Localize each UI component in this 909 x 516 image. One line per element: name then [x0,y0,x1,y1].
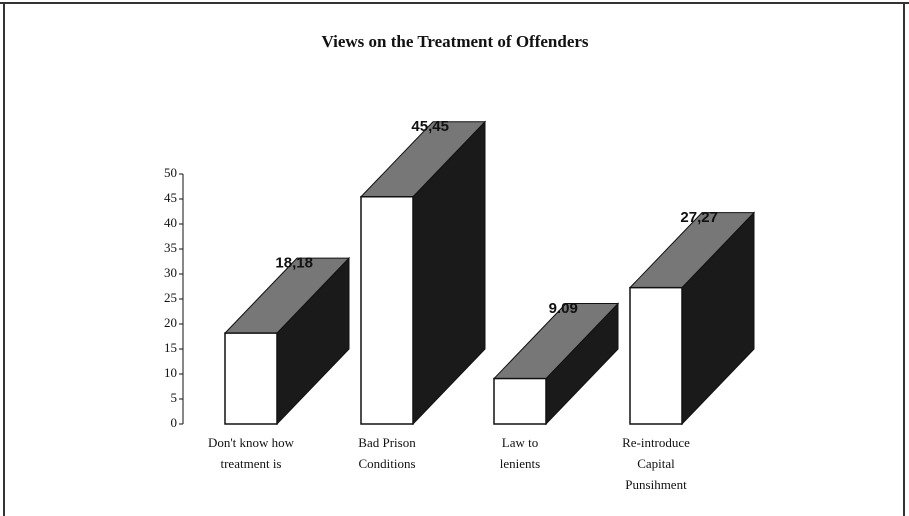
x-tick-label: Don't know how treatment is [208,435,295,471]
bar-front [224,332,278,425]
x-tick-label: Re-introduce Capital Punsihment [622,435,690,492]
value-label: 27,27 [680,209,718,226]
value-label: 9.09 [549,300,578,317]
y-tick-label: 10 [164,365,177,380]
y-tick-label: 50 [164,165,177,180]
y-tick-label: 40 [164,215,177,230]
chart-title: Views on the Treatment of Offenders [321,32,588,51]
y-tick-label: 0 [171,415,178,430]
bar-front [629,286,683,425]
y-tick-label: 45 [164,190,177,205]
y-tick-label: 25 [164,290,177,305]
bar [628,211,756,426]
bar-front [360,196,414,425]
bar [359,120,487,426]
bar [223,256,351,426]
value-label: 45,45 [411,118,449,135]
x-tick-label: Bad Prison Conditions [358,435,416,471]
y-tick-label: 15 [164,340,177,355]
y-tick-label: 30 [164,265,177,280]
y-tick-label: 35 [164,240,177,255]
bar [492,302,620,426]
y-tick-label: 5 [171,390,178,405]
y-tick-label: 20 [164,315,177,330]
x-tick-label: Law to lenients [500,435,540,471]
value-label: 18,18 [275,254,313,271]
bar-front [493,377,547,425]
